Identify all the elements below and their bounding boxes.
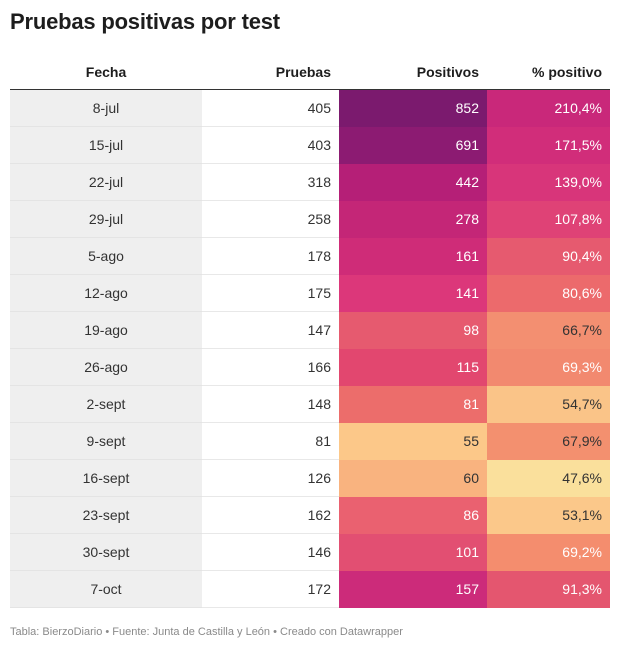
cell-positivos: 442 [339, 163, 487, 201]
cell-positivos: 86 [339, 496, 487, 534]
cell-pruebas: 146 [202, 533, 339, 571]
cell-pruebas: 162 [202, 496, 339, 534]
table-row: 19-ago 147 98 66,7% [10, 311, 610, 349]
cell-pruebas: 258 [202, 200, 339, 238]
table-body: 8-jul 405 852 210,4% 15-jul 403 691 171,5% 22-ju… [10, 89, 610, 608]
cell-pruebas: 147 [202, 311, 339, 349]
cell-fecha: 2-sept [10, 385, 202, 423]
cell-positivos: 161 [339, 237, 487, 275]
cell-positivos: 157 [339, 570, 487, 608]
header-row: Fecha Pruebas Positivos % positivo [10, 54, 610, 90]
table-row: 2-sept 148 81 54,7% [10, 385, 610, 423]
cell-pruebas: 172 [202, 570, 339, 608]
cell-fecha: 19-ago [10, 311, 202, 349]
cell-fecha: 5-ago [10, 237, 202, 275]
cell-pruebas: 178 [202, 237, 339, 275]
cell-positivos: 278 [339, 200, 487, 238]
cell-pct-positivo: 69,2% [487, 533, 610, 571]
cell-positivos: 852 [339, 89, 487, 127]
cell-pct-positivo: 107,8% [487, 200, 610, 238]
cell-pct-positivo: 66,7% [487, 311, 610, 349]
cell-fecha: 30-sept [10, 533, 202, 571]
cell-pct-positivo: 210,4% [487, 89, 610, 127]
cell-positivos: 81 [339, 385, 487, 423]
table-row: 26-ago 166 115 69,3% [10, 348, 610, 386]
column-header-pct-positivo[interactable]: % positivo [487, 54, 610, 90]
cell-pct-positivo: 80,6% [487, 274, 610, 312]
table-row: 29-jul 258 278 107,8% [10, 200, 610, 238]
table-row: 9-sept 81 55 67,9% [10, 422, 610, 460]
cell-positivos: 115 [339, 348, 487, 386]
cell-pct-positivo: 47,6% [487, 459, 610, 497]
cell-fecha: 12-ago [10, 274, 202, 312]
cell-fecha: 7-oct [10, 570, 202, 608]
cell-fecha: 29-jul [10, 200, 202, 238]
table-row: 23-sept 162 86 53,1% [10, 496, 610, 534]
cell-pruebas: 126 [202, 459, 339, 497]
cell-positivos: 60 [339, 459, 487, 497]
table-row: 30-sept 146 101 69,2% [10, 533, 610, 571]
cell-pct-positivo: 90,4% [487, 237, 610, 275]
cell-positivos: 691 [339, 126, 487, 164]
table-row: 16-sept 126 60 47,6% [10, 459, 610, 497]
cell-positivos: 98 [339, 311, 487, 349]
column-header-fecha[interactable]: Fecha [10, 54, 202, 90]
table-row: 7-oct 172 157 91,3% [10, 570, 610, 608]
cell-pct-positivo: 139,0% [487, 163, 610, 201]
cell-positivos: 141 [339, 274, 487, 312]
table-row: 12-ago 175 141 80,6% [10, 274, 610, 312]
cell-pruebas: 166 [202, 348, 339, 386]
cell-pct-positivo: 91,3% [487, 570, 610, 608]
cell-fecha: 9-sept [10, 422, 202, 460]
source-footer: Tabla: BierzoDiario • Fuente: Junta de C… [10, 626, 403, 638]
cell-fecha: 8-jul [10, 89, 202, 127]
cell-fecha: 23-sept [10, 496, 202, 534]
cell-positivos: 101 [339, 533, 487, 571]
column-header-positivos[interactable]: Positivos [339, 54, 487, 90]
cell-pruebas: 318 [202, 163, 339, 201]
cell-pct-positivo: 69,3% [487, 348, 610, 386]
cell-pct-positivo: 171,5% [487, 126, 610, 164]
cell-pruebas: 175 [202, 274, 339, 312]
cell-pct-positivo: 53,1% [487, 496, 610, 534]
cell-pruebas: 405 [202, 89, 339, 127]
cell-pruebas: 403 [202, 126, 339, 164]
cell-fecha: 22-jul [10, 163, 202, 201]
cell-positivos: 55 [339, 422, 487, 460]
table-row: 15-jul 403 691 171,5% [10, 126, 610, 164]
cell-fecha: 26-ago [10, 348, 202, 386]
table-row: 5-ago 178 161 90,4% [10, 237, 610, 275]
chart-title: Pruebas positivas por test [10, 9, 280, 34]
table-row: 8-jul 405 852 210,4% [10, 89, 610, 127]
cell-pruebas: 81 [202, 422, 339, 460]
column-header-pruebas[interactable]: Pruebas [202, 54, 339, 90]
cell-pruebas: 148 [202, 385, 339, 423]
table-row: 22-jul 318 442 139,0% [10, 163, 610, 201]
cell-pct-positivo: 54,7% [487, 385, 610, 423]
cell-pct-positivo: 67,9% [487, 422, 610, 460]
data-table: Fecha Pruebas Positivos % positivo 8-jul… [10, 54, 610, 608]
cell-fecha: 16-sept [10, 459, 202, 497]
cell-fecha: 15-jul [10, 126, 202, 164]
